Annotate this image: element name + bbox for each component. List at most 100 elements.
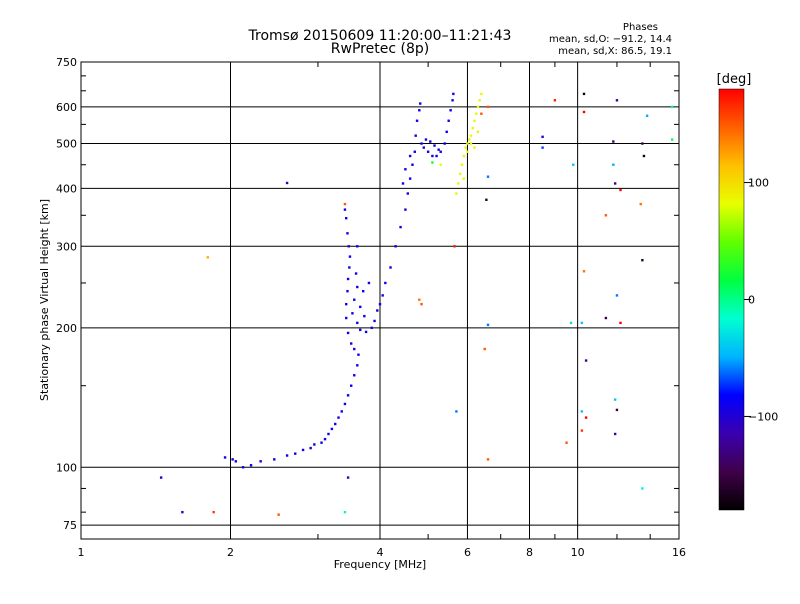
x-tick-label: 1: [78, 546, 85, 559]
y-tick-label: 750: [56, 56, 77, 69]
data-point: [449, 109, 452, 112]
data-point: [612, 163, 615, 166]
data-point: [469, 134, 473, 137]
x-tick-label: 2: [227, 546, 234, 559]
data-point: [309, 446, 312, 450]
phase-stats-x: mean, sd,X: 86.5, 19.1: [558, 46, 672, 57]
data-point: [437, 148, 440, 151]
data-point: [462, 177, 466, 180]
data-point: [485, 198, 488, 202]
data-point: [381, 294, 384, 297]
data-point: [443, 142, 446, 145]
data-point: [584, 359, 588, 362]
data-point: [475, 112, 478, 115]
data-point: [486, 323, 490, 327]
data-point: [619, 321, 622, 325]
data-point: [327, 432, 330, 436]
data-point: [364, 330, 368, 334]
data-point: [639, 202, 642, 206]
data-point: [451, 99, 454, 102]
data-point: [541, 146, 544, 149]
data-point: [389, 266, 392, 269]
data-point: [345, 302, 348, 306]
data-point: [401, 182, 405, 185]
data-point: [347, 245, 350, 248]
data-point: [604, 316, 608, 320]
data-point: [462, 154, 466, 158]
data-point: [411, 163, 414, 166]
data-point: [457, 182, 460, 185]
data-point: [466, 142, 469, 145]
data-point: [414, 134, 417, 137]
y-tick-label: 100: [56, 461, 77, 474]
data-point: [346, 331, 350, 335]
data-point: [346, 277, 350, 281]
data-point: [615, 408, 619, 412]
colorbar-tick-label: −100: [748, 410, 778, 423]
data-point: [439, 163, 442, 166]
chart-subtitle: RwPretec (8p): [331, 41, 429, 57]
data-point: [431, 161, 434, 164]
data-point: [356, 285, 359, 289]
data-point: [376, 309, 379, 312]
data-point: [613, 398, 617, 401]
data-point: [582, 270, 586, 273]
data-point: [356, 364, 359, 367]
data-point: [645, 114, 649, 117]
y-tick-label: 600: [56, 101, 77, 114]
data-point: [541, 135, 544, 139]
data-point: [408, 177, 412, 180]
data-point: [223, 456, 227, 459]
data-point: [343, 402, 347, 406]
data-point: [642, 154, 646, 158]
data-point: [363, 314, 366, 318]
y-tick-label: 400: [56, 182, 77, 195]
data-point: [357, 353, 360, 356]
data-point: [420, 142, 423, 145]
data-point: [413, 150, 416, 153]
data-point: [343, 510, 347, 514]
data-point: [259, 460, 262, 463]
data-point: [343, 208, 347, 211]
data-point: [420, 302, 423, 306]
data-point: [399, 225, 402, 229]
data-point: [337, 416, 340, 419]
data-point: [641, 142, 644, 145]
data-point: [670, 105, 674, 109]
data-point: [370, 326, 373, 330]
data-point: [348, 266, 351, 269]
data-point: [384, 281, 387, 285]
data-point: [301, 448, 305, 452]
data-point: [419, 102, 422, 105]
data-point: [346, 476, 350, 479]
colorbar-label: [deg]: [717, 72, 752, 87]
data-point: [346, 394, 350, 397]
data-point: [471, 126, 474, 130]
data-point: [394, 245, 397, 248]
data-point: [473, 119, 476, 122]
chart-title: Tromsø 20150609 11:20:00–11:21:43: [248, 28, 512, 44]
data-point: [353, 347, 356, 351]
data-point: [486, 175, 490, 178]
data-point: [378, 302, 382, 306]
data-point: [582, 92, 586, 96]
data-point: [353, 298, 356, 301]
x-axis-label: Frequency [MHz]: [334, 558, 426, 571]
data-point: [435, 154, 438, 158]
data-point: [285, 454, 289, 457]
data-point: [343, 202, 347, 206]
data-point: [476, 130, 480, 134]
data-point: [439, 150, 442, 153]
data-point: [345, 216, 348, 220]
data-point: [431, 154, 434, 158]
x-tick-label: 6: [464, 546, 471, 559]
data-point: [249, 464, 253, 467]
data-point: [455, 192, 458, 195]
x-tick-label: 8: [526, 546, 533, 559]
data-point: [670, 138, 674, 141]
data-point: [346, 289, 349, 293]
data-point: [359, 328, 362, 332]
data-point: [231, 458, 234, 461]
data-point: [181, 510, 184, 514]
